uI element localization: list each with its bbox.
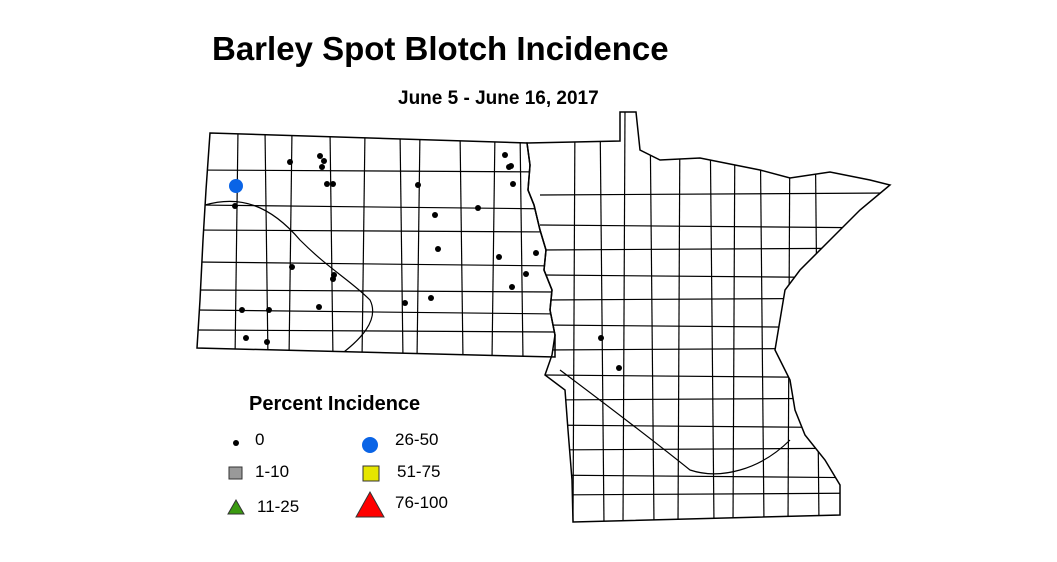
north-dakota-outline <box>196 132 556 358</box>
map-subtitle: June 5 - June 16, 2017 <box>398 88 599 109</box>
legend-square-gray-icon <box>228 466 243 480</box>
county-line <box>288 133 293 357</box>
legend-label-51-75: 51-75 <box>397 462 441 481</box>
county-line <box>709 112 715 522</box>
county-line <box>361 133 366 357</box>
site-marker-0 <box>598 335 604 341</box>
county-line <box>677 112 681 522</box>
legend-label-11-25: 11-25 <box>257 497 300 516</box>
site-marker-0 <box>508 163 514 169</box>
site-marker-0 <box>264 339 270 345</box>
county-line <box>197 229 555 233</box>
site-marker-0 <box>435 246 441 252</box>
site-marker-0 <box>502 152 508 158</box>
legend-label-1-10: 1-10 <box>255 462 290 481</box>
site-marker-26-50 <box>229 179 243 193</box>
county-line <box>572 112 576 522</box>
county-line <box>416 133 421 357</box>
site-marker-0 <box>523 271 529 277</box>
county-line <box>234 133 239 357</box>
county-line <box>491 133 496 357</box>
county-line <box>197 204 555 210</box>
county-line <box>814 112 820 522</box>
county-line <box>622 112 626 522</box>
site-marker-0 <box>316 304 322 310</box>
county-line <box>197 289 555 293</box>
site-marker-0 <box>475 205 481 211</box>
site-marker-0 <box>509 284 515 290</box>
legend-square-yellow-icon <box>362 465 380 482</box>
minnesota-outline <box>526 111 892 523</box>
county-line <box>732 112 736 522</box>
legend-title: Percent Incidence <box>249 393 421 415</box>
site-marker-0 <box>330 181 336 187</box>
county-line <box>197 309 555 315</box>
minnesota-county-lines <box>539 112 890 522</box>
missouri-river <box>204 200 374 356</box>
site-marker-0 <box>428 295 434 301</box>
county-line <box>539 224 890 229</box>
county-line <box>197 169 555 173</box>
site-marker-0 <box>319 164 325 170</box>
legend-circle-blue-icon <box>362 437 378 453</box>
site-marker-0 <box>287 159 293 165</box>
county-line <box>197 329 555 333</box>
county-line <box>264 133 269 357</box>
legend-triangle-green-icon <box>227 498 245 515</box>
legend-label-26-50: 26-50 <box>395 430 439 449</box>
county-line <box>539 397 890 401</box>
county-line <box>787 112 791 522</box>
site-marker-0 <box>232 203 238 209</box>
site-marker-0 <box>289 264 295 270</box>
county-line <box>539 474 890 479</box>
county-line <box>759 112 765 522</box>
county-line <box>329 133 334 357</box>
minnesota-river <box>559 369 791 475</box>
county-line <box>459 133 464 357</box>
county-line <box>399 133 404 357</box>
site-markers <box>229 152 622 371</box>
county-line <box>539 297 890 301</box>
north-dakota-county-lines <box>197 133 555 357</box>
county-line <box>539 492 890 496</box>
county-line <box>519 133 524 357</box>
legend-symbols <box>227 437 385 518</box>
site-marker-0 <box>266 307 272 313</box>
legend-label-0: 0 <box>255 430 265 449</box>
county-line <box>539 347 890 351</box>
county-line <box>599 112 605 522</box>
site-marker-0 <box>324 181 330 187</box>
site-marker-0 <box>243 335 249 341</box>
county-line <box>539 424 890 429</box>
site-marker-0 <box>402 300 408 306</box>
site-marker-0 <box>330 276 336 282</box>
site-marker-0 <box>616 365 622 371</box>
site-marker-0 <box>321 158 327 164</box>
site-marker-0 <box>239 307 245 313</box>
legend-dot-icon <box>233 440 239 446</box>
county-line <box>539 247 890 251</box>
legend-triangle-red-icon <box>355 490 385 518</box>
county-line <box>539 192 890 196</box>
county-line <box>539 274 890 279</box>
county-line <box>197 261 555 267</box>
site-marker-0 <box>317 153 323 159</box>
county-line <box>539 324 890 329</box>
county-line <box>649 112 655 522</box>
site-marker-0 <box>510 181 516 187</box>
site-marker-0 <box>432 212 438 218</box>
county-line <box>539 374 890 379</box>
map-title: Barley Spot Blotch Incidence <box>212 30 669 67</box>
site-marker-0 <box>533 250 539 256</box>
legend-label-76-100: 76-100 <box>395 493 448 512</box>
site-marker-0 <box>415 182 421 188</box>
site-marker-0 <box>496 254 502 260</box>
county-line <box>539 447 890 451</box>
